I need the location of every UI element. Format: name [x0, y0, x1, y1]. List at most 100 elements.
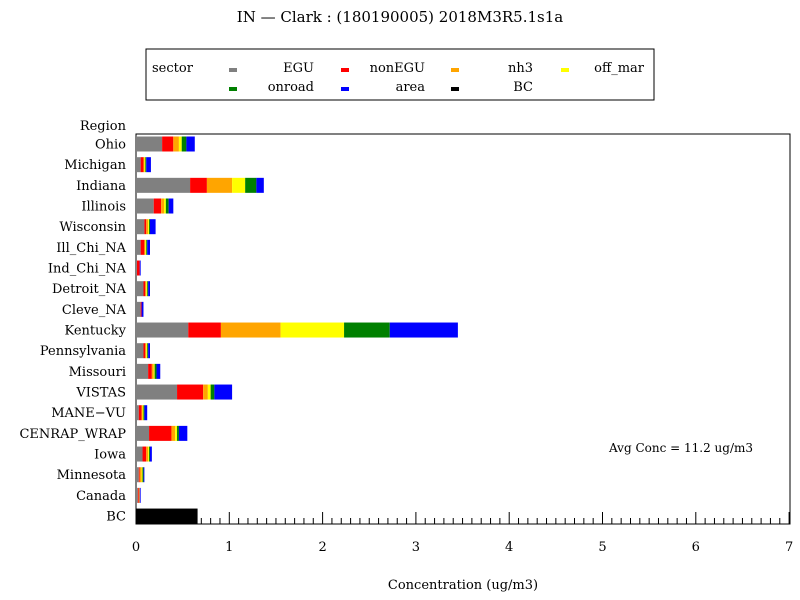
x-tick-label: 3 [412, 540, 420, 555]
bar-kentucky-nh3 [220, 322, 281, 338]
bar-pennsylvania-nonegu [143, 343, 146, 359]
bar-indiana-nonegu [190, 177, 207, 193]
bar-missouri-nh3 [151, 363, 154, 379]
legend-swatch-area [341, 87, 349, 91]
bar-wisconsin-nonegu [144, 219, 147, 235]
bar-ill-chi-na-onroad [146, 239, 148, 255]
bar-cenrap-wrap-nonegu [149, 425, 172, 441]
category-label-michigan: Michigan [64, 158, 126, 173]
category-labels: Ohio Michigan Indiana Illinois Wisconsin Ill_… [19, 138, 126, 525]
legend-swatch-off-mar [561, 68, 569, 72]
legend-swatch-nonegu [341, 68, 349, 72]
legend-title: sector [152, 61, 194, 76]
bar-mane-vu-area [144, 405, 148, 421]
bar-pennsylvania-onroad [147, 343, 149, 359]
category-label-illinois: Illinois [81, 200, 126, 215]
bar-indiana-off-mar [232, 177, 246, 193]
category-label-missouri: Missouri [69, 365, 126, 380]
category-label-minnesota: Minnesota [57, 468, 127, 483]
category-label-indiana: Indiana [76, 179, 126, 194]
x-tick-label: 1 [225, 540, 233, 555]
bar-pennsylvania-off-mar [146, 343, 148, 359]
bar-mane-vu-off-mar [142, 405, 144, 421]
bar-vistas-onroad [210, 384, 215, 400]
category-label-ill-chi-na: Ill_Chi_NA [56, 241, 126, 256]
bar-vistas-nonegu [177, 384, 204, 400]
bar-iowa-off-mar [148, 446, 150, 462]
bar-michigan-nonegu [140, 157, 144, 173]
bar-minnesota-nh3 [139, 467, 142, 483]
bar-indiana-nh3 [206, 177, 233, 193]
x-tick-label: 2 [318, 540, 326, 555]
legend-swatch-onroad [229, 87, 237, 91]
bar-ill-chi-na-nh3 [144, 239, 146, 255]
legend-label-off-mar: off_mar [594, 61, 645, 76]
bar-iowa-nh3 [146, 446, 149, 462]
bar-pennsylvania-area [148, 343, 150, 359]
bar-mane-vu-egu [136, 405, 139, 421]
bar-iowa-area [150, 446, 152, 462]
bar-michigan-off-mar [144, 157, 146, 173]
category-label-bc: BC [106, 510, 126, 525]
avg-conc-annotation: Avg Conc = 11.2 ug/m3 [608, 441, 753, 455]
bar-indiana-onroad [245, 177, 257, 193]
legend-label-nonegu: nonEGU [370, 61, 425, 76]
category-label-ohio: Ohio [95, 138, 126, 153]
category-label-mane-vu: MANE−VU [51, 406, 126, 421]
legend-swatch-egu [229, 68, 237, 72]
bar-kentucky-area [389, 322, 458, 338]
category-label-wisconsin: Wisconsin [59, 220, 126, 235]
bar-detroit-na-area [148, 281, 150, 297]
bar-canada-nh3 [138, 487, 140, 503]
bar-canada-area [139, 487, 141, 503]
legend-label-onroad: onroad [268, 80, 314, 95]
bar-cenrap-wrap-onroad [177, 425, 179, 441]
bar-minnesota-off-mar [141, 467, 143, 483]
bar-cleve-na-nonegu [140, 301, 142, 317]
bar-detroit-na-onroad [147, 281, 149, 297]
legend-label-area: area [396, 80, 426, 95]
legend-label-bc: BC [513, 80, 533, 95]
bar-ohio-onroad [181, 136, 187, 152]
legend-swatch-bc [451, 87, 459, 91]
bar-illinois-area [168, 198, 174, 214]
bar-ill-chi-na-nonegu [140, 239, 145, 255]
bar-detroit-na-egu [136, 281, 144, 297]
bar-ohio-nonegu [162, 136, 174, 152]
bar-illinois-nonegu [153, 198, 162, 214]
bar-kentucky-nonegu [188, 322, 221, 338]
bar-illinois-off-mar [163, 198, 166, 214]
bar-vistas-egu [136, 384, 178, 400]
y-axis-title: Region [80, 119, 127, 134]
bar-missouri-area [156, 363, 161, 379]
bar-ohio-off-mar [178, 136, 182, 152]
bar-wisconsin-area [150, 219, 156, 235]
bar-ohio-egu [136, 136, 163, 152]
bar-indiana-egu [136, 177, 191, 193]
bar-kentucky-egu [136, 322, 189, 338]
bar-ill-chi-na-egu [136, 239, 141, 255]
bar-ind-chi-na-area [139, 260, 141, 276]
bar-detroit-na-nonegu [143, 281, 146, 297]
category-label-cleve-na: Cleve_NA [62, 303, 127, 318]
bar-cenrap-wrap-area [178, 425, 188, 441]
bar-illinois-nh3 [161, 198, 164, 214]
x-axis: 0 1 2 3 4 5 6 7 [132, 512, 793, 555]
bar-pennsylvania-egu [136, 343, 144, 359]
bar-missouri-egu [136, 363, 149, 379]
bar-mane-vu-nonegu [138, 405, 142, 421]
bar-cleve-na-egu [136, 301, 141, 317]
bar-wisconsin-egu [136, 219, 145, 235]
legend-label-egu: EGU [283, 61, 314, 76]
bar-detroit-na-off-mar [146, 281, 148, 297]
bar-ind-chi-na-egu [136, 260, 137, 276]
x-tick-label: 7 [785, 540, 793, 555]
category-label-canada: Canada [76, 489, 126, 504]
bar-cenrap-wrap-egu [136, 425, 150, 441]
bar-minnesota-onroad [142, 467, 144, 483]
bar-illinois-egu [136, 198, 154, 214]
bar-ohio-area [186, 136, 195, 152]
legend-box [145, 48, 655, 101]
